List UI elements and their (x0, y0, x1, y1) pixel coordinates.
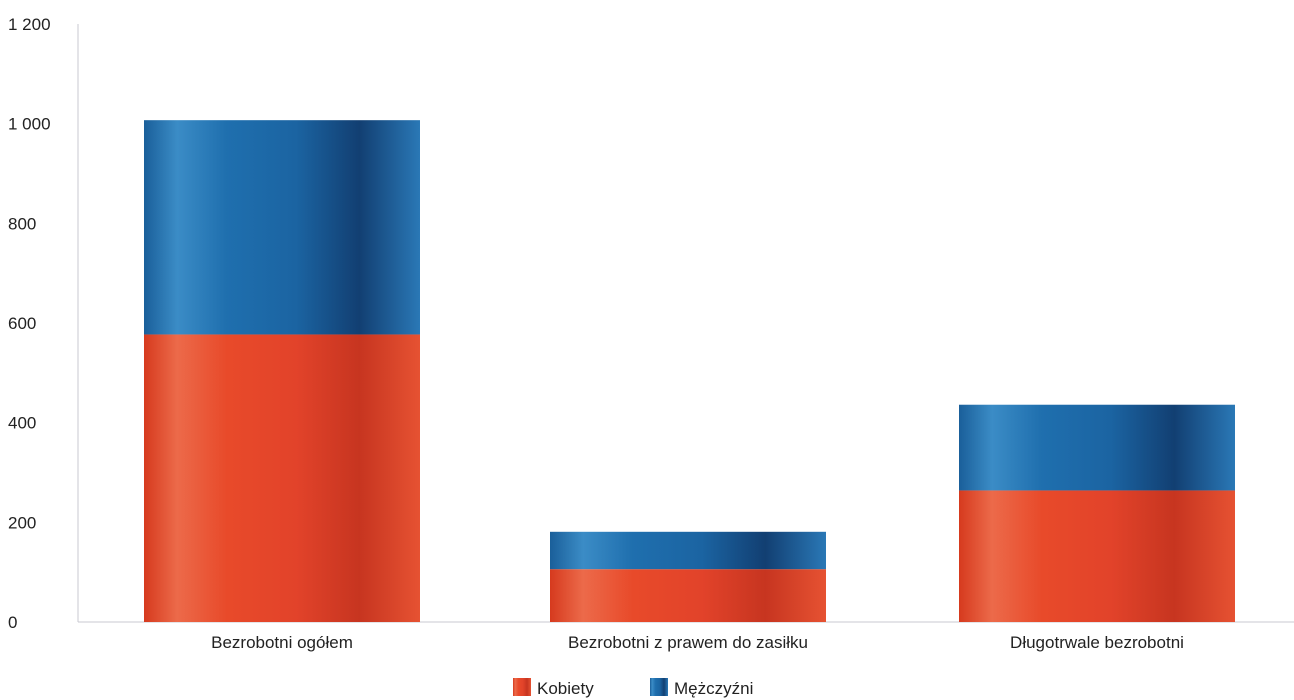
y-tick-label: 800 (8, 214, 36, 233)
bar-mezczyzni-3 (959, 404, 1235, 491)
y-tick-label: 400 (8, 414, 36, 433)
legend-label-mezczyzni: Mężczyźni (674, 679, 753, 698)
bar-kobiety-1 (144, 334, 420, 622)
legend-label-kobiety: Kobiety (537, 679, 594, 698)
y-tick-label: 1 000 (8, 115, 51, 134)
legend: Kobiety Mężczyźni (513, 678, 753, 698)
y-axis: 0 200 400 600 800 1 000 1 200 (8, 15, 79, 632)
x-axis: Bezrobotni ogółem Bezrobotni z prawem do … (78, 621, 1294, 652)
x-category-label: Długotrwale bezrobotni (1010, 633, 1184, 652)
y-tick-label: 0 (8, 613, 17, 632)
bar-kobiety-3 (959, 490, 1235, 622)
y-tick-label: 600 (8, 314, 36, 333)
bar-mezczyzni-1 (144, 120, 420, 335)
legend-swatch-kobiety (513, 678, 531, 696)
bar-kobiety-2 (550, 569, 826, 622)
legend-swatch-mezczyzni (650, 678, 668, 696)
y-tick-label: 1 200 (8, 15, 51, 34)
x-category-label: Bezrobotni z prawem do zasiłku (568, 633, 808, 652)
bar-mezczyzni-2 (550, 531, 826, 570)
bars (144, 120, 1235, 622)
x-category-label: Bezrobotni ogółem (211, 633, 353, 652)
y-tick-label: 200 (8, 513, 36, 532)
